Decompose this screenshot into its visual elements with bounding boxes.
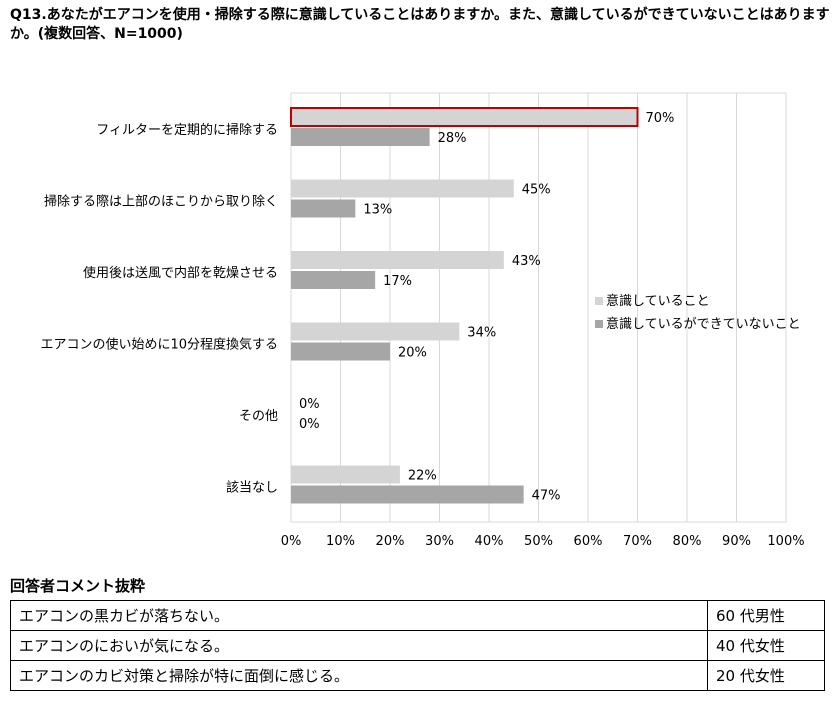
comment-row: エアコンのにおいが気になる。 40 代女性 xyxy=(10,630,825,661)
category-label: フィルターを定期的に掃除する xyxy=(96,122,278,138)
x-tick-label: 50% xyxy=(524,534,553,549)
data-label: 22% xyxy=(408,469,437,484)
bar xyxy=(291,271,376,289)
comment-row: エアコンのカビ対策と掃除が特に面倒に感じる。 20 代女性 xyxy=(10,660,825,691)
data-label: 70% xyxy=(646,111,675,126)
x-tick-label: 0% xyxy=(281,534,302,549)
comment-heading: 回答者コメント抜粋 xyxy=(10,577,146,595)
bar xyxy=(291,251,504,269)
bar xyxy=(291,485,524,504)
bar xyxy=(291,342,390,361)
comment-respondent: 60 代男性 xyxy=(707,600,825,631)
question-title: Q13.あなたがエアコンを使用・掃除する際に意識していることはありますか。また、… xyxy=(10,7,830,42)
bar xyxy=(291,465,400,484)
category-label: エアコンの使い始めに10分程度換気する xyxy=(40,336,278,352)
data-label: 17% xyxy=(383,274,412,289)
bar xyxy=(291,179,514,198)
bar xyxy=(291,322,460,341)
comment-text: エアコンの黒カビが落ちない。 xyxy=(10,600,708,631)
x-tick-label: 40% xyxy=(475,534,504,549)
chart-bars: 70% 28% 45% 13% 43% 17% 34% 20% 0% 0% 22% 47% xyxy=(290,107,675,504)
category-label: 掃除する際は上部のほこりから取り除く xyxy=(44,193,278,209)
data-label: 45% xyxy=(522,183,551,198)
data-label: 20% xyxy=(398,346,427,361)
comment-text: エアコンのカビ対策と掃除が特に面倒に感じる。 xyxy=(10,660,708,691)
data-label: 0% xyxy=(299,417,320,432)
data-label: 43% xyxy=(512,254,541,269)
x-tick-label: 60% xyxy=(574,534,603,549)
category-label: 使用後は送風で内部を乾燥させる xyxy=(83,265,278,281)
x-tick-label: 90% xyxy=(722,534,751,549)
data-label: 47% xyxy=(532,489,561,504)
bar xyxy=(291,199,356,218)
bar xyxy=(290,107,639,127)
chart-gridlines xyxy=(290,92,787,523)
legend-label: 意識しているができていないこと xyxy=(606,316,801,332)
data-label: 0% xyxy=(299,397,320,412)
legend-label: 意識していること xyxy=(606,293,710,309)
bar xyxy=(291,128,430,146)
category-label: 該当なし xyxy=(226,479,278,495)
comment-text: エアコンのにおいが気になる。 xyxy=(10,630,708,661)
comment-table: エアコンの黒カビが落ちない。 60 代男性 エアコンのにおいが気になる。 40 代女性… xyxy=(10,600,825,691)
category-label: その他 xyxy=(239,409,278,424)
category-labels: フィルターを定期的に掃除する掃除する際は上部のほこりから取り除く使用後は送風で内… xyxy=(40,122,278,496)
x-tick-labels: 0% 10% 20% 30% 40% 50% 60% 70% 80% 90% 100% xyxy=(281,534,805,549)
x-tick-label: 20% xyxy=(376,534,405,549)
comment-respondent: 40 代女性 xyxy=(707,630,825,661)
data-label: 13% xyxy=(363,203,392,218)
x-tick-label: 30% xyxy=(425,534,454,549)
x-tick-label: 80% xyxy=(673,534,702,549)
comment-row: エアコンの黒カビが落ちない。 60 代男性 xyxy=(10,600,825,631)
x-tick-label: 100% xyxy=(767,534,804,549)
comment-respondent: 20 代女性 xyxy=(707,660,825,691)
data-label: 28% xyxy=(438,131,467,146)
x-tick-label: 70% xyxy=(623,534,652,549)
bar-chart: 70% 28% 45% 13% 43% 17% 34% 20% 0% 0% 22% 47% フィルター… xyxy=(40,92,805,549)
data-label: 34% xyxy=(467,326,496,341)
legend-swatch xyxy=(595,297,603,305)
x-tick-label: 10% xyxy=(326,534,355,549)
legend-swatch xyxy=(595,320,603,328)
